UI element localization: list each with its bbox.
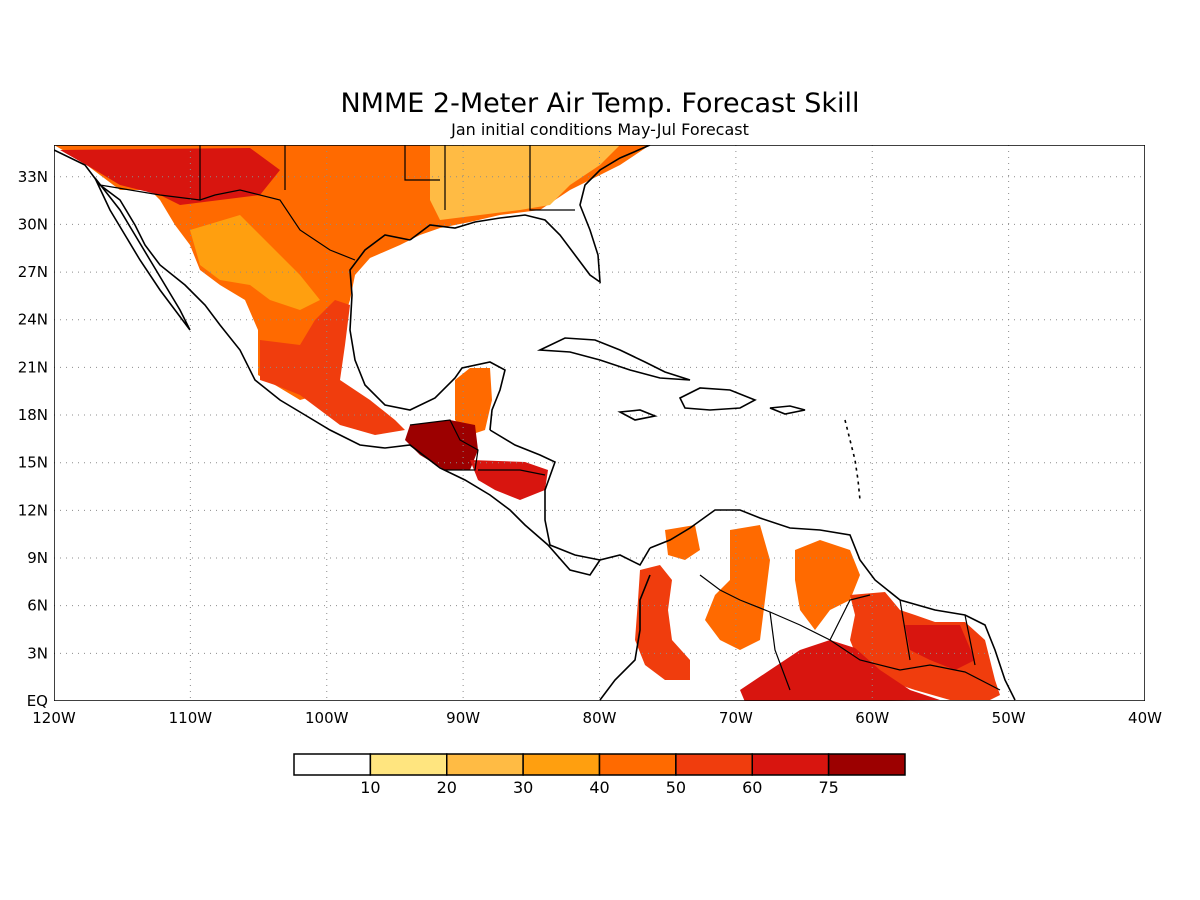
- y-tick-label: 15N: [18, 454, 48, 472]
- y-tick-label: 24N: [18, 311, 48, 329]
- x-tick-label: 110W: [169, 709, 213, 727]
- color-bar-label: 75: [818, 778, 838, 797]
- y-tick-label: 33N: [18, 168, 48, 186]
- map-plot-area: [54, 145, 1145, 701]
- color-bar-swatch: [293, 753, 372, 776]
- color-bar-label: 60: [742, 778, 762, 797]
- x-tick-label: 50W: [992, 709, 1026, 727]
- x-axis-labels: 120W 110W 100W 90W 80W 70W 60W 50W 40W: [32, 709, 1162, 727]
- skill-region-mexico-plateau: [190, 215, 320, 310]
- country-borders: [99, 145, 1001, 691]
- y-tick-label: EQ: [27, 692, 48, 710]
- y-tick-label: 21N: [18, 358, 48, 376]
- x-tick-label: 120W: [32, 709, 76, 727]
- y-tick-label: 3N: [27, 644, 48, 662]
- skill-region-guatemala: [405, 420, 478, 470]
- y-tick-label: 27N: [18, 263, 48, 281]
- skill-region-yucatan: [455, 368, 492, 435]
- color-bar-swatch: [446, 753, 524, 776]
- skill-region-gulf-coast-mexico: [260, 300, 405, 435]
- x-tick-label: 60W: [855, 709, 889, 727]
- map-title: NMME 2-Meter Air Temp. Forecast Skill: [340, 88, 859, 119]
- y-tick-label: 30N: [18, 215, 48, 233]
- y-tick-label: 9N: [27, 549, 48, 567]
- map-subtitle: Jan initial conditions May-Jul Forecast: [450, 120, 749, 139]
- color-bar-swatch: [522, 753, 601, 776]
- color-bar-label: 50: [666, 778, 686, 797]
- y-tick-label: 18N: [18, 406, 48, 424]
- color-bar-swatch: [369, 753, 448, 776]
- color-bar-swatch: [675, 753, 753, 776]
- x-tick-label: 40W: [1128, 709, 1162, 727]
- skill-region-venezuela: [665, 525, 860, 650]
- y-axis-labels: EQ 3N 6N 9N 12N 15N 18N 21N 24N 27N 30N 33N: [18, 168, 48, 710]
- coastlines: [54, 145, 1016, 701]
- x-tick-label: 100W: [305, 709, 349, 727]
- skill-region-amazon-north: [740, 625, 975, 701]
- y-tick-label: 6N: [27, 597, 48, 615]
- skill-shading: [54, 145, 1000, 701]
- y-tick-label: 12N: [18, 501, 48, 519]
- color-bar-label: 40: [589, 778, 609, 797]
- color-bar-swatch: [598, 753, 677, 776]
- x-tick-label: 90W: [446, 709, 480, 727]
- skill-region-se-us: [430, 145, 620, 220]
- color-bar-label: 10: [360, 778, 380, 797]
- x-tick-label: 70W: [719, 709, 753, 727]
- x-tick-label: 80W: [583, 709, 617, 727]
- color-bar-swatch: [827, 753, 906, 776]
- color-bar-swatch: [751, 753, 830, 776]
- color-bar-label: 30: [513, 778, 533, 797]
- skill-region-colombia-west: [635, 565, 690, 680]
- skill-region-sw-us-high: [60, 148, 280, 205]
- color-bar-legend: 10 20 30 40 50 60 75: [293, 753, 906, 797]
- color-bar-label: 20: [437, 778, 457, 797]
